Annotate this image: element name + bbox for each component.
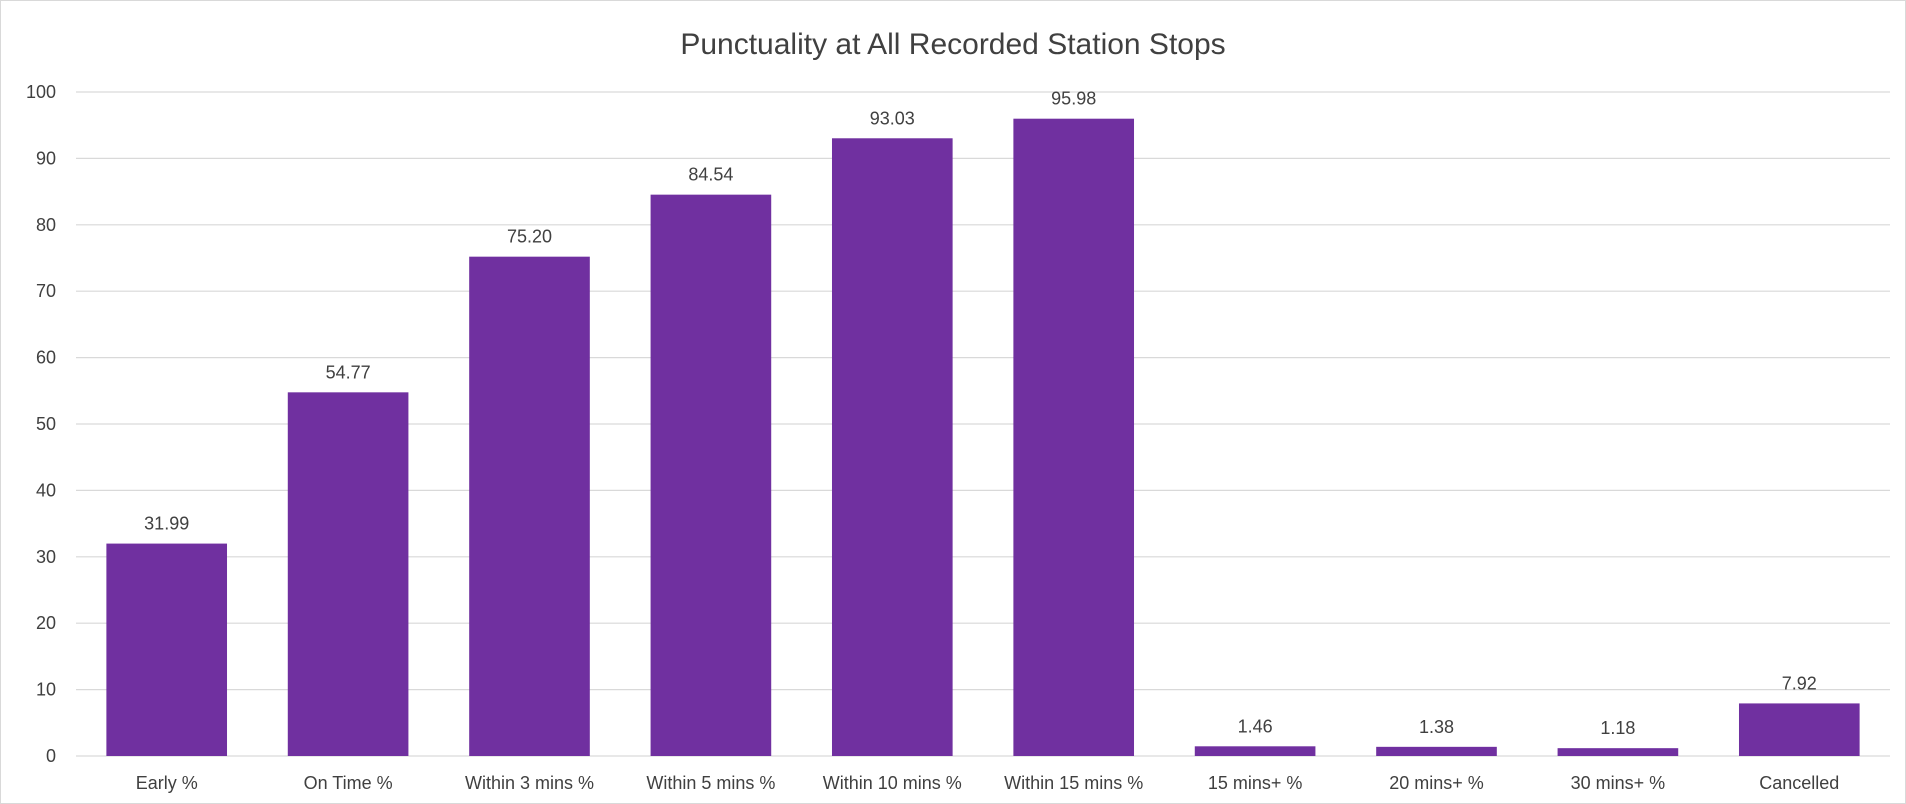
- x-tick-label: Within 10 mins %: [823, 773, 962, 793]
- bar: [106, 544, 227, 756]
- x-tick-label: Early %: [136, 773, 198, 793]
- data-label: 1.46: [1238, 716, 1273, 736]
- data-label: 31.99: [144, 514, 189, 534]
- bar: [1558, 748, 1679, 756]
- bar: [1195, 746, 1316, 756]
- x-axis-categories: Early % On Time % Within 3 mins % Within 5 …: [136, 773, 1840, 793]
- y-tick-label: 0: [46, 746, 56, 766]
- y-tick-label: 90: [36, 148, 56, 168]
- data-label: 7.92: [1782, 673, 1817, 693]
- bar: [1376, 747, 1497, 756]
- y-tick-label: 70: [36, 281, 56, 301]
- x-tick-label: Within 15 mins %: [1004, 773, 1143, 793]
- y-tick-label: 40: [36, 480, 56, 500]
- data-label: 54.77: [326, 362, 371, 382]
- y-tick-label: 10: [36, 680, 56, 700]
- data-label: 75.20: [507, 227, 552, 247]
- x-tick-label: Within 5 mins %: [646, 773, 775, 793]
- data-label: 1.38: [1419, 717, 1454, 737]
- chart-title: Punctuality at All Recorded Station Stop…: [680, 28, 1225, 61]
- bar: [1013, 119, 1134, 756]
- x-tick-label: 20 mins+ %: [1389, 773, 1484, 793]
- x-tick-label: 30 mins+ %: [1571, 773, 1666, 793]
- bar: [1739, 703, 1860, 756]
- y-axis-ticks: 0 10 20 30 40 50 60 70 80 90 100: [26, 82, 56, 766]
- bar: [469, 257, 590, 756]
- data-label: 93.03: [870, 108, 915, 128]
- bars: [106, 119, 1859, 756]
- x-tick-label: Cancelled: [1759, 773, 1839, 793]
- bar: [832, 138, 953, 756]
- data-label: 1.18: [1600, 718, 1635, 738]
- data-label: 84.54: [688, 165, 733, 185]
- x-tick-label: On Time %: [304, 773, 393, 793]
- x-tick-label: 15 mins+ %: [1208, 773, 1303, 793]
- y-tick-label: 100: [26, 82, 56, 102]
- x-tick-label: Within 3 mins %: [465, 773, 594, 793]
- y-tick-label: 50: [36, 414, 56, 434]
- data-label: 95.98: [1051, 89, 1096, 109]
- y-tick-label: 20: [36, 613, 56, 633]
- bar: [288, 392, 409, 756]
- bar: [651, 195, 772, 756]
- y-tick-label: 30: [36, 547, 56, 567]
- y-tick-label: 80: [36, 215, 56, 235]
- y-tick-label: 60: [36, 348, 56, 368]
